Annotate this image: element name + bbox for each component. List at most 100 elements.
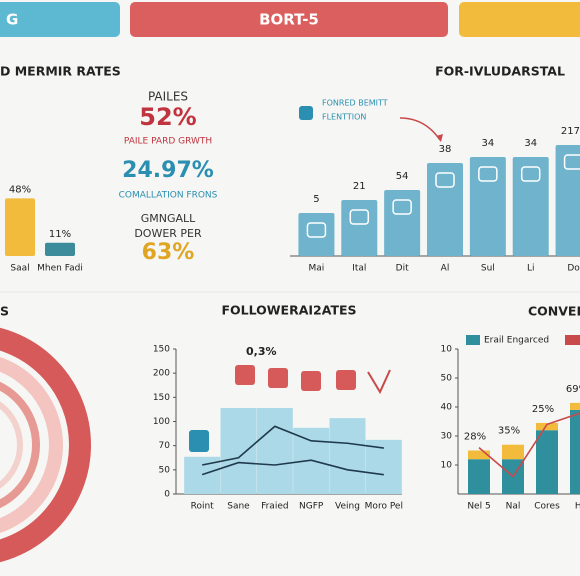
x-tick-label: Nal [506, 502, 521, 512]
x-tick-label: Do [567, 264, 580, 274]
kpi-text: PAILES [148, 90, 188, 104]
donut-ring [0, 381, 40, 509]
x-tick-label: Saal [10, 264, 29, 274]
y-tick-label: 70 [159, 441, 171, 451]
bar [570, 409, 580, 494]
kpi-text: DOWER PER [134, 227, 202, 240]
data-label: 11% [49, 229, 71, 240]
bar [570, 402, 580, 410]
icon [336, 370, 356, 390]
x-tick-label: Veing [335, 502, 360, 512]
data-label: 34 [481, 138, 494, 149]
x-tick-label: Li [527, 264, 535, 274]
line [478, 412, 580, 478]
icon [299, 106, 313, 120]
bar-icon [563, 154, 580, 170]
x-tick-label: Dit [396, 264, 409, 274]
x-tick-label: Moro Pel [365, 502, 403, 512]
x-tick-label: Roint [191, 502, 215, 512]
data-label: 38 [439, 144, 452, 155]
y-tick-label: 150 [153, 393, 170, 403]
chart-title: FOR-IVLUDARSTAL [435, 64, 565, 79]
bar [502, 444, 524, 460]
tab[interactable] [130, 2, 448, 37]
bar [341, 200, 378, 256]
y-tick-label: 40 [441, 403, 453, 413]
kpi-text: 24.97% [122, 158, 214, 183]
chart-title: S [0, 304, 9, 319]
icon [301, 371, 321, 391]
bar [5, 198, 35, 256]
tab-label: BORT-5 [259, 11, 319, 29]
x-tick-label: Cores [534, 502, 560, 512]
annotation: 0,3% [246, 345, 277, 358]
bar [45, 242, 75, 256]
bar-icon [392, 199, 412, 215]
data-label: 34 [524, 138, 537, 149]
data-label: 69% [566, 384, 580, 395]
kpi-text: COMALLATION FRONS [119, 191, 218, 201]
annotation: FLENTTION [322, 113, 366, 122]
x-tick-label: Al [441, 264, 450, 274]
kpi-text: 52% [139, 103, 196, 131]
chart-title: D MERMIR RATES [0, 64, 121, 79]
data-label: 25% [532, 404, 554, 415]
x-tick-label: Fraied [261, 502, 289, 512]
icon [268, 368, 288, 388]
donut-ring [0, 327, 91, 563]
line [201, 459, 384, 476]
x-tick-label: Nel 5 [467, 502, 490, 512]
bar [256, 407, 293, 494]
tab[interactable] [459, 2, 580, 37]
bar-icon [349, 209, 370, 225]
bar [329, 418, 366, 494]
bar-icon [435, 172, 455, 188]
x-tick-label: Ho [575, 502, 580, 512]
tab-label: G [6, 11, 18, 29]
icon [189, 430, 209, 452]
chart-title: FOLLOWERAI2ATES [221, 303, 356, 318]
kpi-text: 63% [142, 240, 195, 265]
x-tick-label: Mhen Fadi [37, 264, 83, 274]
bar [468, 459, 490, 494]
bar-icon [520, 166, 541, 182]
arrow [367, 369, 391, 395]
y-tick-label: 50 [159, 465, 171, 475]
data-label: 2175 [561, 126, 580, 137]
data-label: 48% [9, 184, 31, 195]
x-tick-label: Ital [352, 264, 366, 274]
kpi-text: PAILE PARD GRWTH [124, 137, 212, 147]
x-tick-label: Sane [227, 502, 250, 512]
y-tick-label: 100 [153, 417, 170, 427]
kpi-text: GMNGALL [141, 212, 196, 225]
bar [220, 407, 257, 494]
y-tick-label: 50 [441, 374, 453, 384]
y-tick-label: 200 [153, 369, 170, 379]
tab[interactable] [0, 2, 120, 37]
bar [365, 439, 402, 494]
line [202, 425, 384, 466]
chart-title: CONVER [528, 304, 580, 319]
x-tick-label: Sul [481, 264, 495, 274]
bar [427, 163, 463, 256]
bar-icon [306, 222, 327, 238]
data-label: 5 [313, 194, 319, 205]
bar [469, 157, 506, 256]
bar [298, 213, 335, 256]
legend-swatch [466, 335, 480, 345]
data-label: 28% [464, 432, 486, 443]
y-tick-label: 150 [153, 345, 170, 355]
data-label: 21 [353, 181, 366, 192]
bar-icon [478, 166, 498, 182]
legend-swatch [565, 335, 580, 345]
bar [536, 422, 558, 431]
data-label: 35% [498, 426, 520, 437]
bar [536, 430, 558, 494]
y-tick-label: 10 [441, 345, 453, 355]
bar [512, 157, 549, 256]
x-tick-label: NGFP [299, 502, 324, 512]
data-label: 54 [396, 171, 409, 182]
donut-ring [0, 356, 63, 534]
donut-ring [0, 401, 23, 489]
